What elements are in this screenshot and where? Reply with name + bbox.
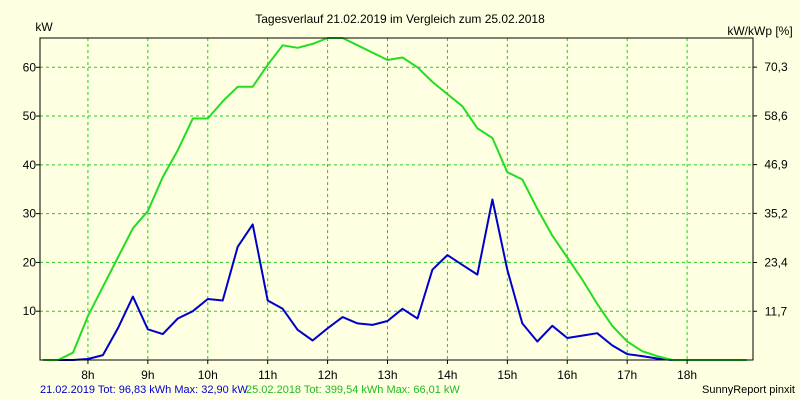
- y-tick-label-left: 10: [23, 304, 37, 318]
- x-tick-label: 11h: [258, 368, 277, 382]
- y-tick-label-left: 60: [23, 60, 37, 74]
- y-tick-label-left: 30: [23, 207, 37, 221]
- plot-frame: [39, 37, 754, 361]
- series-line-2: [43, 37, 747, 361]
- x-tick-label: 17h: [617, 368, 637, 382]
- x-tick-label: 9h: [141, 368, 154, 382]
- series-layer: [43, 37, 747, 361]
- x-tick-label: 15h: [497, 368, 517, 382]
- x-tick-label: 13h: [377, 368, 397, 382]
- tick-layer: 8h 9h 10h 11h 12h 13h 14h 15h 16h 17h 18h 10 20 30 40 5…: [23, 60, 788, 382]
- y-tick-label-right: 70,3: [764, 60, 788, 74]
- y-tick-label-left: 50: [23, 109, 37, 123]
- x-tick-label: 12h: [318, 368, 338, 382]
- chart-title: Tagesverlauf 21.02.2019 im Vergleich zum…: [255, 12, 545, 26]
- series-line-1: [43, 198, 747, 361]
- y-tick-label-right: 46,9: [764, 158, 788, 172]
- y-tick-label-right: 35,2: [764, 206, 788, 220]
- y-tick-label-right: 23,4: [764, 256, 788, 270]
- credit-text: SunnyReport pinxit: [702, 384, 795, 396]
- x-tick-label: 8h: [81, 368, 94, 382]
- x-tick-label: 16h: [557, 368, 577, 382]
- y-tick-label-left: 20: [23, 255, 37, 269]
- grid-layer: [40, 38, 753, 360]
- y-tick-label-right: 58,6: [764, 109, 788, 123]
- x-tick-label: 14h: [437, 368, 457, 382]
- y-tick-label-left: 40: [23, 158, 37, 172]
- y-axis-label-left: kW: [35, 20, 53, 34]
- legend-entry-series-2: 25.02.2018 Tot: 399,54 kWh Max: 66,01 kW: [246, 384, 460, 396]
- y-tick-label-right: 11,7: [765, 304, 788, 318]
- x-tick-label: 10h: [198, 368, 218, 382]
- y-axis-label-right: kW/kWp [%]: [727, 24, 792, 38]
- x-tick-label: 18h: [677, 368, 697, 382]
- legend-entry-series-1: 21.02.2019 Tot: 96,83 kWh Max: 32,90 kW: [40, 384, 248, 396]
